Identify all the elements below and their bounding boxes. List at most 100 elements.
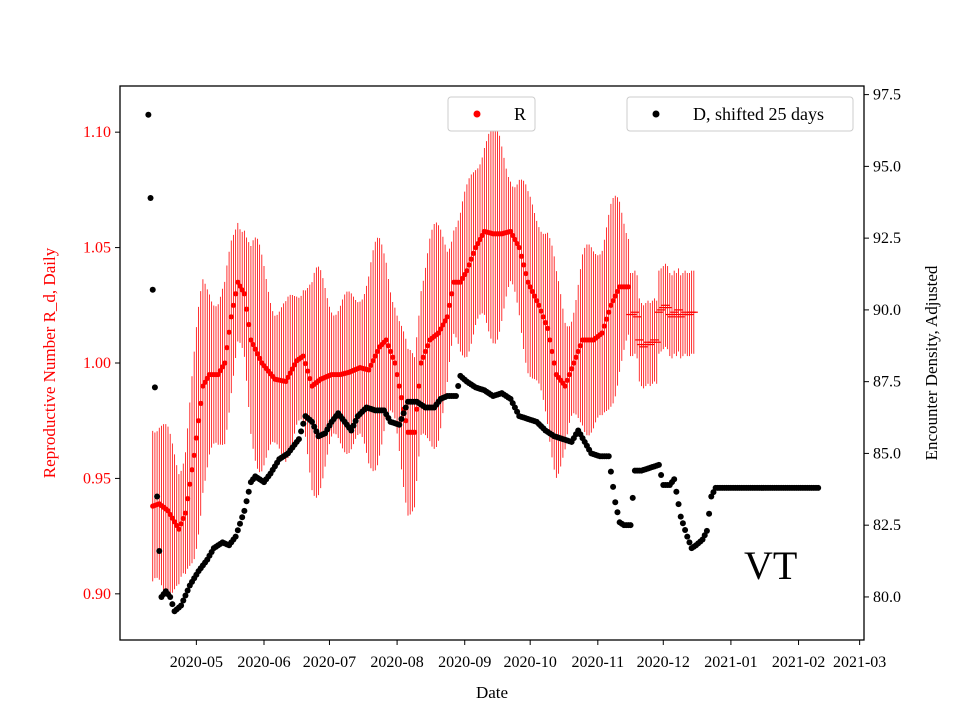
d-point <box>605 453 612 460</box>
r-point <box>250 341 256 348</box>
r-point <box>569 366 575 372</box>
d-point <box>350 422 357 429</box>
right-y-axis-title: Encounter Density, Adjusted <box>922 265 941 460</box>
r-point <box>195 418 202 424</box>
d-point <box>178 602 185 609</box>
x-tick-label: 2021-03 <box>833 654 886 671</box>
r-point <box>534 298 540 304</box>
r-point <box>252 346 258 352</box>
r-point <box>235 279 241 285</box>
r-point <box>403 418 409 424</box>
r-point <box>566 371 573 378</box>
r-point <box>224 345 230 351</box>
r-point <box>368 362 374 368</box>
x-axis: 2020-05 2020-06 2020-07 2020-08 2020-09 2020-… <box>170 640 886 671</box>
d-point <box>237 520 243 527</box>
x-tick-label: 2020-07 <box>303 654 356 671</box>
r-point <box>531 293 538 299</box>
r-point <box>398 395 405 401</box>
x-tick-label: 2021-01 <box>704 654 757 671</box>
d-point <box>673 488 680 495</box>
d-point <box>167 593 174 600</box>
left-y-tick-label: 1.10 <box>83 124 111 141</box>
r-point <box>547 337 553 343</box>
r-point <box>608 302 614 308</box>
r-point <box>392 360 398 366</box>
left-y-tick-label: 0.90 <box>83 586 111 603</box>
r-point <box>246 321 252 328</box>
r-point <box>521 262 527 268</box>
d-point <box>627 522 634 529</box>
r-point <box>305 368 311 374</box>
d-point <box>300 420 307 427</box>
r-point <box>545 325 551 331</box>
r-point <box>420 354 426 360</box>
r-point <box>418 360 424 366</box>
r-point <box>625 284 631 290</box>
d-point <box>298 428 305 435</box>
r-point <box>189 467 195 473</box>
d-point <box>234 527 241 534</box>
x-tick-label: 2020-09 <box>438 654 491 671</box>
r-series-points <box>150 228 698 532</box>
d-point <box>607 468 614 475</box>
d-point <box>706 510 713 517</box>
r-point <box>366 367 372 373</box>
r-point <box>222 360 228 366</box>
r-point <box>414 406 420 412</box>
d-point <box>151 384 158 391</box>
r-point <box>291 362 298 368</box>
r-point <box>215 371 221 378</box>
r-point <box>601 323 607 329</box>
r-point <box>200 383 206 389</box>
r-point <box>219 364 226 370</box>
r-point <box>512 236 518 243</box>
r-point <box>470 250 477 256</box>
r-point <box>370 358 376 364</box>
left-y-axis: 0.90 0.95 1.00 1.05 1.10 <box>83 124 120 603</box>
r-point <box>464 268 470 274</box>
x-tick-label: 2020-08 <box>370 654 423 671</box>
r-point <box>394 371 400 378</box>
r-point <box>396 383 402 389</box>
r-point <box>187 481 193 487</box>
r-point <box>477 236 483 243</box>
r-point <box>193 435 199 441</box>
r-point <box>549 348 555 355</box>
r-point <box>237 283 243 289</box>
r-point <box>468 256 474 262</box>
r-point <box>226 329 232 335</box>
d-point <box>245 488 252 495</box>
r-point <box>610 298 616 304</box>
r-point <box>178 521 184 527</box>
r-point <box>387 348 394 355</box>
r-point <box>289 366 295 372</box>
r-point <box>536 302 542 308</box>
r-point <box>475 240 481 247</box>
r-point <box>573 354 579 360</box>
r-point <box>564 377 570 383</box>
right-y-axis: 80.0 82.5 85.0 87.5 90.0 92.5 95.0 97.5 <box>864 87 901 606</box>
right-y-tick-label: 90.0 <box>873 302 901 319</box>
legend-d: D, shifted 25 days <box>626 96 854 132</box>
r-point <box>383 337 389 343</box>
r-point <box>442 318 448 324</box>
d-point <box>629 494 636 501</box>
r-point <box>577 343 583 349</box>
r-point <box>457 279 463 285</box>
legend-r-label: R <box>514 104 526 124</box>
r-point <box>198 400 204 406</box>
r-point <box>527 284 533 290</box>
r-point <box>529 288 535 295</box>
right-y-tick-label: 82.5 <box>873 517 901 534</box>
x-tick-label: 2020-06 <box>237 654 290 671</box>
r-point <box>416 383 422 389</box>
d-point <box>686 539 693 546</box>
d-point <box>352 417 359 424</box>
r-point <box>248 337 254 343</box>
r-point <box>514 240 520 247</box>
right-y-tick-label: 92.5 <box>873 230 901 247</box>
r-point <box>202 379 208 385</box>
r-point <box>479 232 485 239</box>
r-point <box>603 316 610 322</box>
